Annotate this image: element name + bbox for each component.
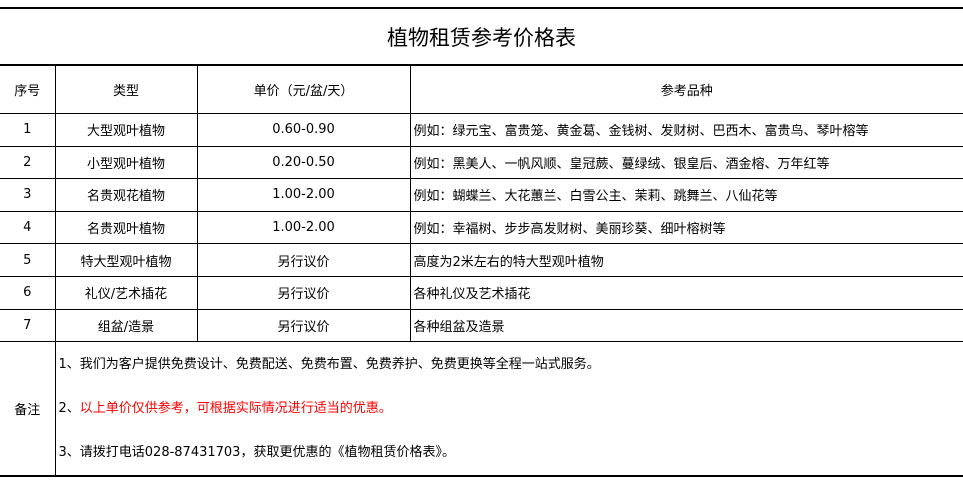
row-examples: 例如：蝴蝶兰、大花蕙兰、白雪公主、茉莉、跳舞兰、八仙花等 [409,178,963,212]
title-row: 植物租赁参考价格表 [0,7,963,66]
row-examples: 各种礼仪及艺术插花 [409,275,963,310]
row-examples: 高度为2米左右的特大型观叶植物 [409,243,963,277]
header-no: 序号 [0,64,56,114]
row-price: 0.60-0.90 [196,113,411,147]
row-type: 特大型观叶植物 [54,243,198,277]
row-number: 5 [0,243,56,277]
row-type: 名贵观叶植物 [54,210,198,245]
row-number: 7 [0,308,56,343]
table-row: 4 名贵观叶植物 1.00-2.00 例如：幸福树、步步高发财树、美丽珍葵、细叶榕树等 [0,210,963,245]
note-1: 1、我们为客户提供免费设计、免费配送、免费布置、免费养护、免费更换等全程一站式服… [58,356,600,372]
header-price: 单价（元/盆/天） [196,64,411,114]
note-2: 2、以上单价仅供参考，可根据实际情况进行适当的优惠。 [56,387,963,431]
price-table: 植物租赁参考价格表 序号 类型 单价（元/盆/天） 参考品种 1 大型观叶植物 0.… [0,7,963,478]
row-price: 1.00-2.00 [196,210,411,245]
row-price: 0.20-0.50 [196,145,411,180]
header-row: 序号 类型 单价（元/盆/天） 参考品种 [0,64,963,114]
note-3: 3、请拨打电话028-87431703，获取更优惠的《植物租赁价格表》。 [58,444,455,460]
row-type: 组盆/造景 [54,308,198,343]
row-type: 小型观叶植物 [54,145,198,180]
row-price: 另行议价 [196,275,411,310]
table-row: 3 名贵观花植物 1.00-2.00 例如：蝴蝶兰、大花蕙兰、白雪公主、茉莉、跳舞兰、… [0,178,963,212]
row-type: 礼仪/艺术插花 [54,275,198,310]
table-row: 5 特大型观叶植物 另行议价 高度为2米左右的特大型观叶植物 [0,243,963,277]
row-examples: 例如：绿元宝、富贵笼、黄金葛、金钱树、发财树、巴西木、富贵鸟、琴叶榕等 [409,113,963,147]
table-title: 植物租赁参考价格表 [0,7,963,66]
note-2-prefix: 2、 [58,400,80,416]
table-row: 6 礼仪/艺术插花 另行议价 各种礼仪及艺术插花 [0,275,963,310]
row-price: 另行议价 [196,308,411,343]
table-row: 7 组盆/造景 另行议价 各种组盆及造景 [0,308,963,343]
notes-row: 备注 1、我们为客户提供免费设计、免费配送、免费布置、免费养护、免费更换等全程一… [0,341,963,478]
row-type: 大型观叶植物 [54,113,198,147]
row-number: 1 [0,113,56,147]
row-examples: 例如：黑美人、一帆风顺、皇冠蕨、蔓绿绒、银皇后、酒金榕、万年红等 [409,145,963,180]
table-row: 1 大型观叶植物 0.60-0.90 例如：绿元宝、富贵笼、黄金葛、金钱树、发财树、巴… [0,113,963,147]
note-2-text: 以上单价仅供参考，可根据实际情况进行适当的优惠。 [79,400,392,416]
header-examples: 参考品种 [409,64,963,114]
row-price: 1.00-2.00 [196,178,411,212]
table-row: 2 小型观叶植物 0.20-0.50 例如：黑美人、一帆风顺、皇冠蕨、蔓绿绒、银皇后、… [0,145,963,180]
row-number: 3 [0,178,56,212]
row-examples: 各种组盆及造景 [409,308,963,343]
row-price: 另行议价 [196,243,411,277]
row-type: 名贵观花植物 [54,178,198,212]
notes-content: 1、我们为客户提供免费设计、免费配送、免费布置、免费养护、免费更换等全程一站式服… [54,341,963,478]
row-number: 4 [0,210,56,245]
row-number: 2 [0,145,56,180]
header-type: 类型 [54,64,198,114]
notes-label: 备注 [0,341,56,478]
row-examples: 例如：幸福树、步步高发财树、美丽珍葵、细叶榕树等 [409,210,963,245]
row-number: 6 [0,275,56,310]
